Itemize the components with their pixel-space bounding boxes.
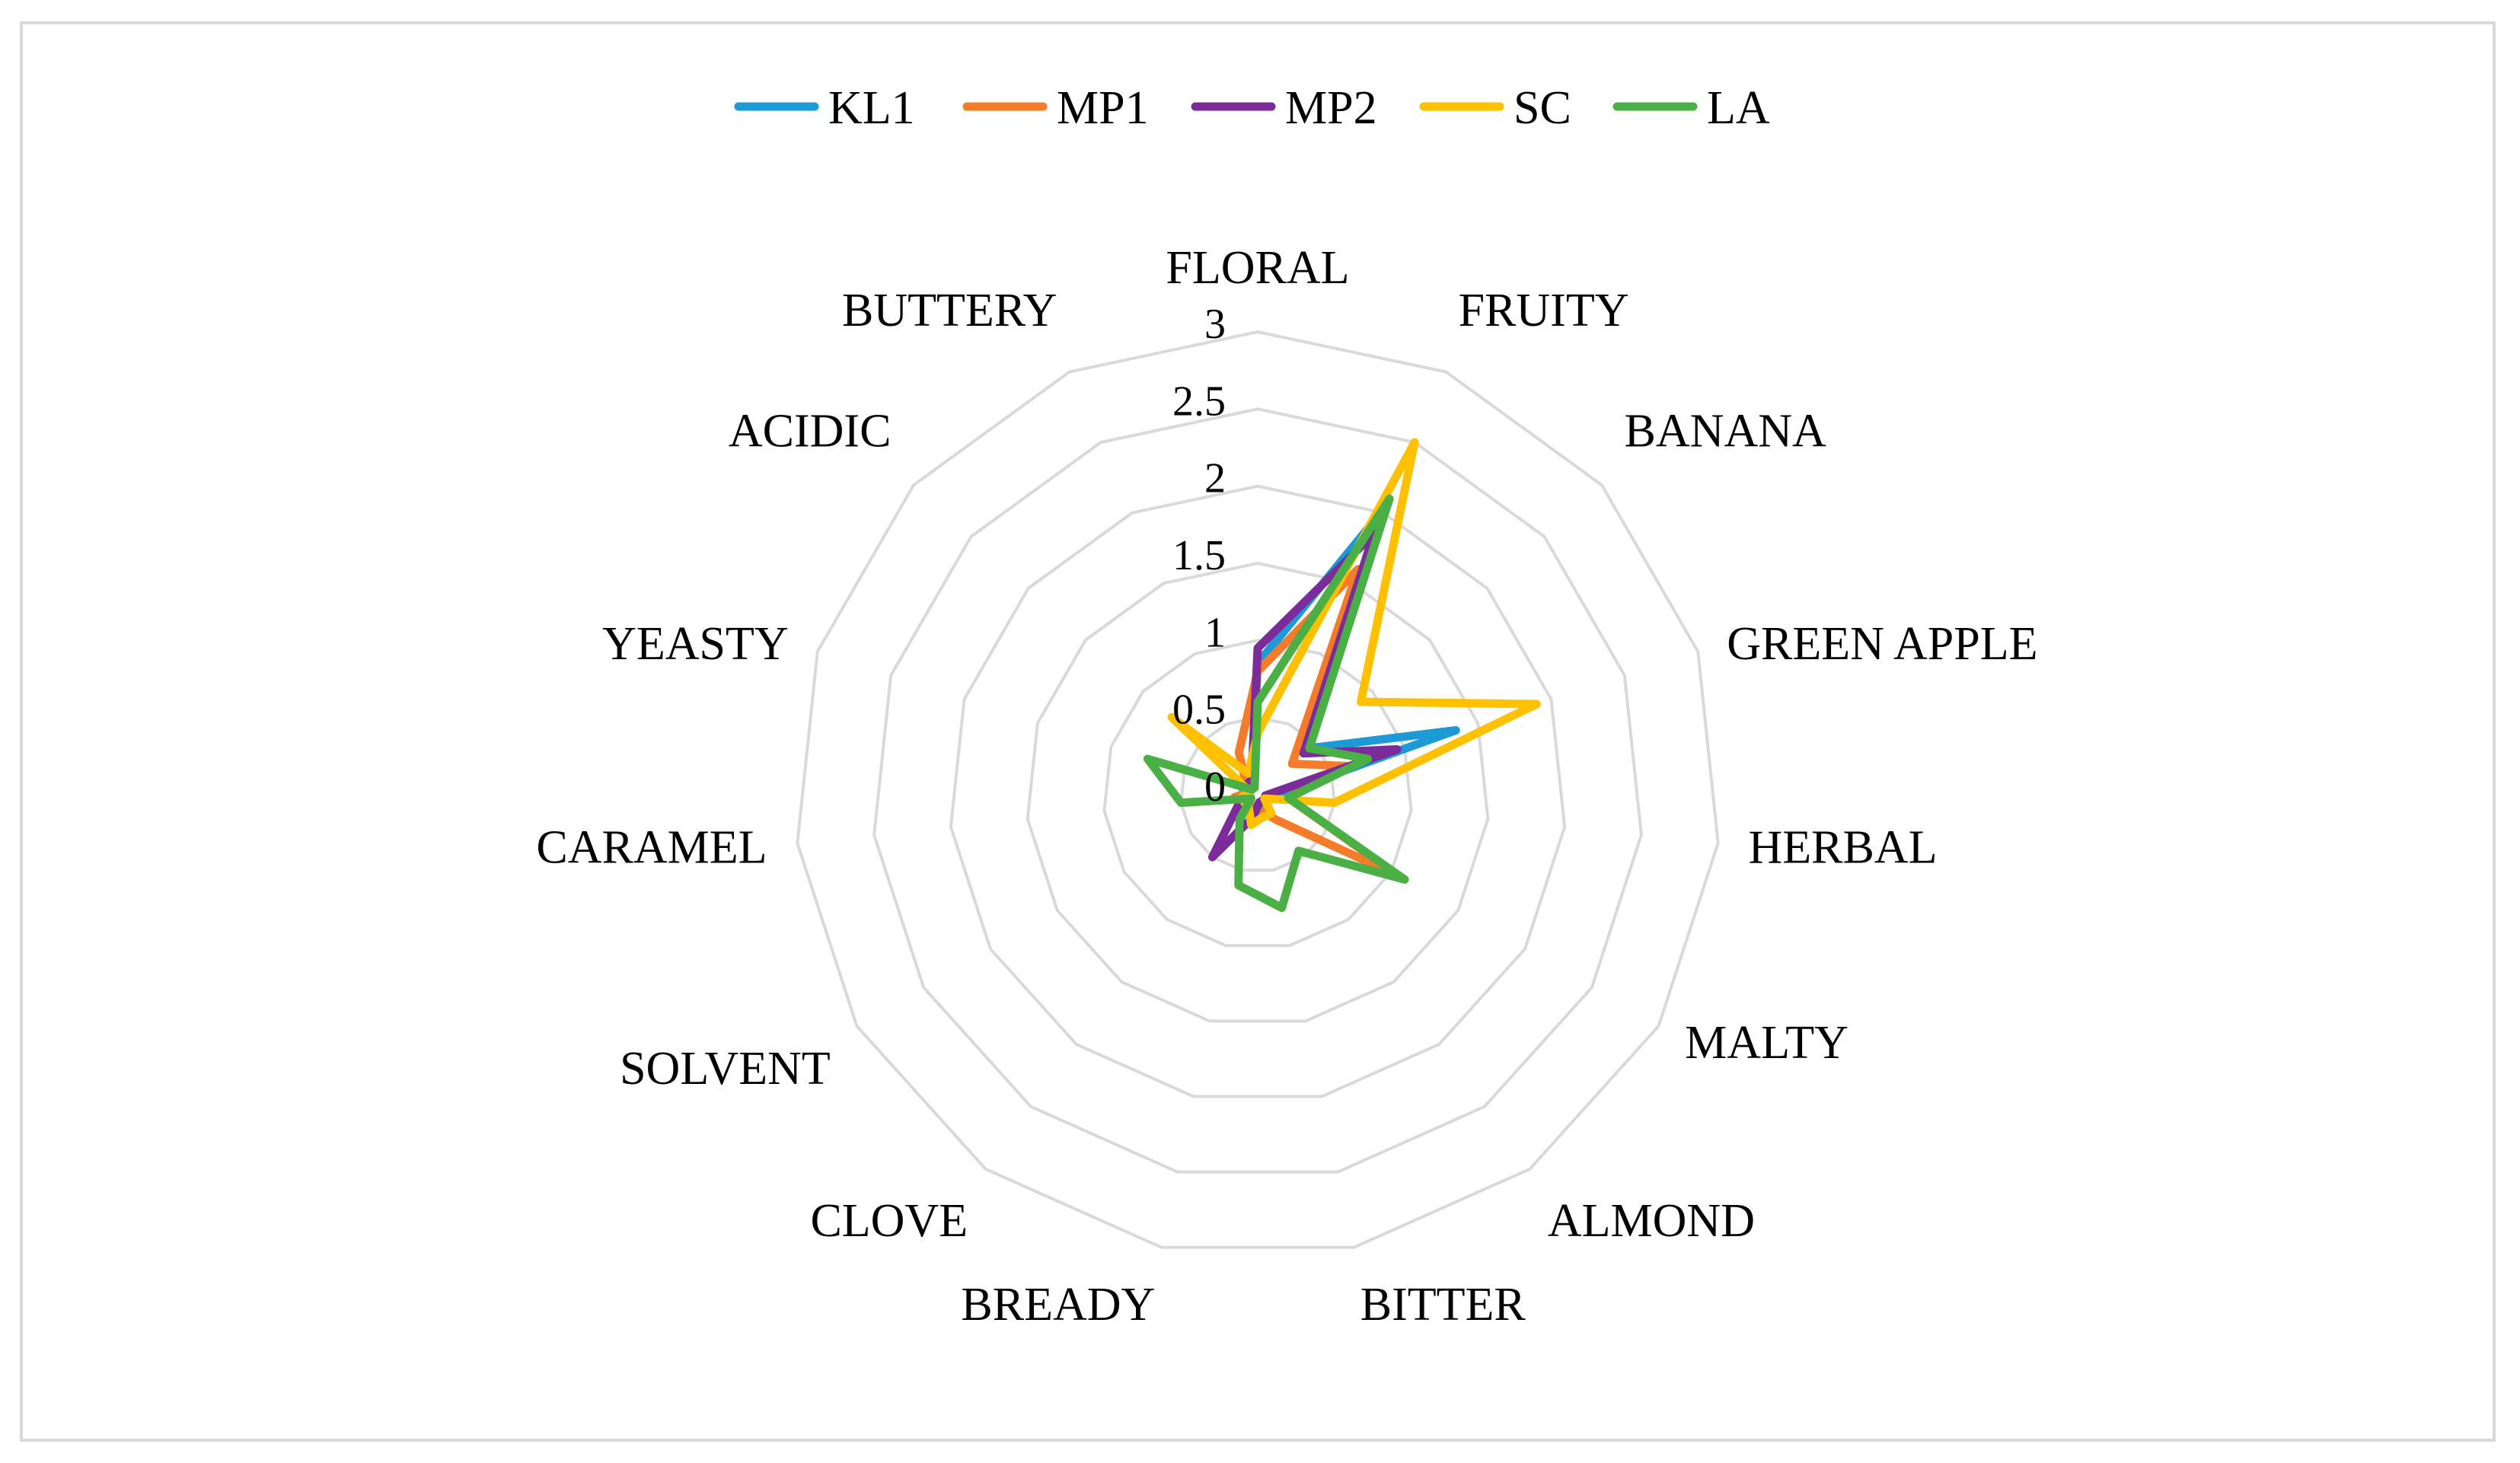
category-label: BANANA (1625, 405, 1826, 457)
radial-ticks: 0 0.5 1 1.5 2 2.5 3 (1172, 301, 1226, 811)
series-line-sc (1167, 438, 1541, 830)
grid-ring (1102, 639, 1413, 948)
grid-ring (1179, 716, 1336, 872)
grid-ring (872, 407, 1643, 1174)
radial-tick-label: 2.5 (1172, 378, 1226, 425)
legend-label-la: LA (1707, 82, 1770, 134)
category-label: GREEN APPLE (1727, 618, 2037, 670)
category-labels: FLORAL FRUITY BANANA GREEN APPLE HERBAL MALTY… (536, 242, 2037, 1331)
legend: KL1 MP1 MP2 SC LA (734, 82, 1770, 134)
radial-tick-label: 1.5 (1172, 532, 1226, 579)
legend-label-kl1: KL1 (828, 82, 915, 134)
radar-chart: KL1 MP1 MP2 SC LA 0 0.5 1 1.5 2 2.5 3 FLORAL FRUITY… (536, 82, 2037, 1331)
legend-label-sc: SC (1514, 82, 1571, 134)
category-label: CLOVE (810, 1195, 968, 1247)
radial-tick-label: 0.5 (1172, 687, 1226, 734)
category-label: FLORAL (1166, 242, 1349, 294)
category-label: YEASTY (602, 618, 789, 670)
category-label: BREADY (961, 1279, 1155, 1331)
series-lines (1143, 438, 1541, 913)
category-label: SOLVENT (620, 1043, 831, 1095)
grid-ring (1026, 561, 1490, 1023)
category-label: ALMOND (1548, 1195, 1755, 1247)
category-label: FRUITY (1459, 285, 1629, 336)
grid-ring (796, 330, 1720, 1249)
legend-label-mp2: MP2 (1285, 82, 1377, 134)
category-label: MALTY (1685, 1017, 1849, 1069)
category-label: ACIDIC (729, 405, 892, 457)
radar-grid (796, 330, 1720, 1249)
category-label: BITTER (1360, 1279, 1526, 1331)
legend-label-mp1: MP1 (1057, 82, 1149, 134)
grid-ring (949, 484, 1567, 1098)
radial-tick-label: 2 (1204, 455, 1226, 502)
category-label: CARAMEL (536, 822, 767, 874)
radial-tick-label: 3 (1204, 301, 1226, 348)
category-label: HERBAL (1748, 822, 1937, 874)
category-label: BUTTERY (842, 285, 1057, 336)
series-line-la (1143, 494, 1409, 913)
radial-tick-label: 0 (1204, 763, 1226, 811)
chart-frame: KL1 MP1 MP2 SC LA 0 0.5 1 1.5 2 2.5 3 FLORAL FRUITY… (20, 21, 2496, 1442)
radial-tick-label: 1 (1204, 609, 1226, 656)
